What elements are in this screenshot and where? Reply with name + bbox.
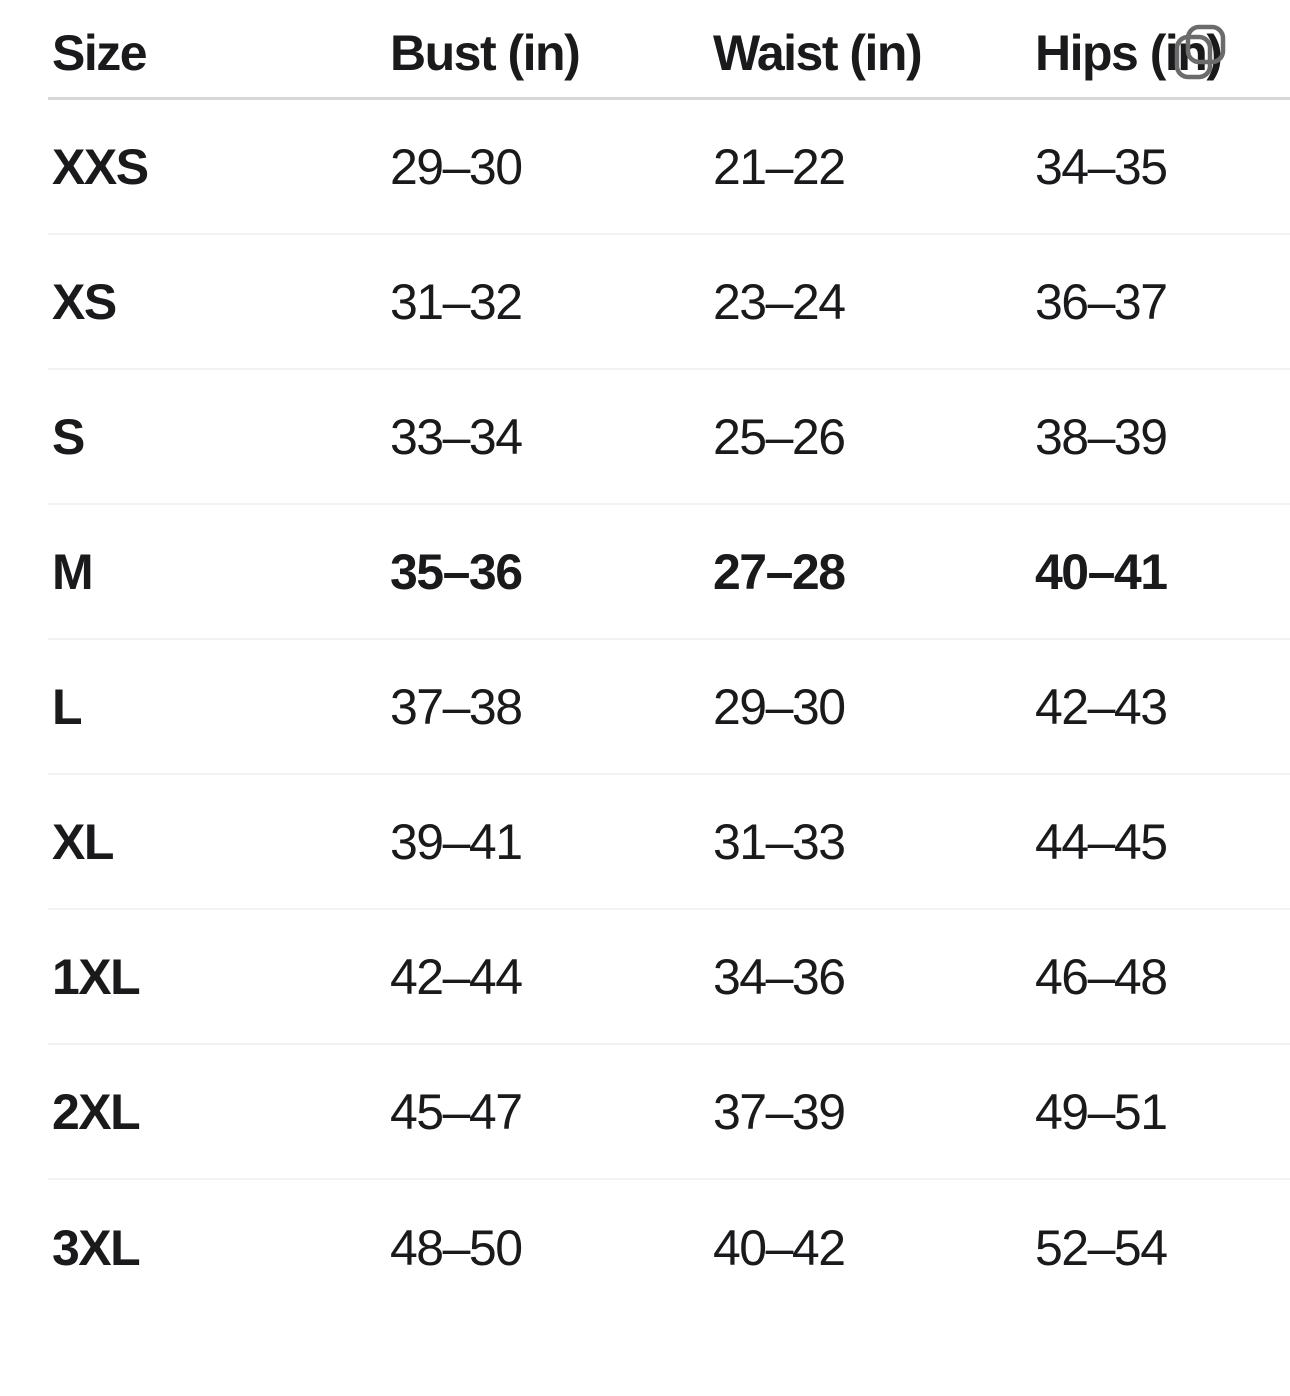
table-row: 1XL 42–44 34–36 46–48 [48,910,1290,1045]
cell-hips: 52–54 [1035,1219,1168,1276]
cell-bust: 42–44 [390,948,523,1005]
cell-waist: 34–36 [713,948,846,1005]
cell-hips: 38–39 [1035,408,1168,465]
cell-waist: 23–24 [713,273,846,330]
cell-size: XS [52,273,117,330]
cell-waist: 21–22 [713,138,846,195]
cell-size: XXS [52,138,149,195]
cell-waist: 25–26 [713,408,846,465]
cell-waist: 40–42 [713,1219,846,1276]
cell-hips: 46–48 [1035,948,1168,1005]
cell-bust: 33–34 [390,408,523,465]
cell-bust: 45–47 [390,1083,523,1140]
header-cell-bust: Bust (in) [390,24,581,81]
header-cell-waist: Waist (in) [713,24,923,81]
cell-waist: 31–33 [713,813,846,870]
cell-hips: 34–35 [1035,138,1168,195]
cell-hips: 40–41 [1035,543,1168,600]
cell-bust: 37–38 [390,678,523,735]
cell-size: 2XL [52,1083,141,1140]
cell-size: XL [52,813,114,870]
cell-waist: 29–30 [713,678,846,735]
cell-hips: 42–43 [1035,678,1168,735]
table-row: XXS 29–30 21–22 34–35 [48,100,1290,235]
cell-hips: 44–45 [1035,813,1168,870]
header-cell-hips: Hips (in) [1035,24,1223,81]
cell-bust: 39–41 [390,813,523,870]
cell-size: S [52,408,85,465]
table-header: Size Bust (in) Waist (in) Hips (in) [48,0,1290,100]
table-row: 3XL 48–50 40–42 52–54 [48,1180,1290,1315]
cell-size: 3XL [52,1219,141,1276]
table-row: XS 31–32 23–24 36–37 [48,235,1290,370]
cell-waist: 27–28 [713,543,846,600]
table-row: XL 39–41 31–33 44–45 [48,775,1290,910]
table-row: S 33–34 25–26 38–39 [48,370,1290,505]
header-cell-size: Size [52,24,148,81]
cell-hips: 36–37 [1035,273,1168,330]
copy-icon [1174,24,1226,80]
copy-button[interactable] [1172,20,1232,84]
cell-size: L [52,678,83,735]
cell-bust: 31–32 [390,273,523,330]
cell-hips: 49–51 [1035,1083,1168,1140]
table-row: L 37–38 29–30 42–43 [48,640,1290,775]
cell-size: M [52,543,94,600]
table-body: XXS 29–30 21–22 34–35 XS 31–32 23–24 36–… [0,100,1290,1315]
size-chart-table: Size Bust (in) Waist (in) Hips (in) XXS … [0,0,1290,1315]
cell-waist: 37–39 [713,1083,846,1140]
table-row: M 35–36 27–28 40–41 [48,505,1290,640]
cell-size: 1XL [52,948,141,1005]
cell-bust: 29–30 [390,138,523,195]
cell-bust: 35–36 [390,543,523,600]
cell-bust: 48–50 [390,1219,523,1276]
table-row: 2XL 45–47 37–39 49–51 [48,1045,1290,1180]
